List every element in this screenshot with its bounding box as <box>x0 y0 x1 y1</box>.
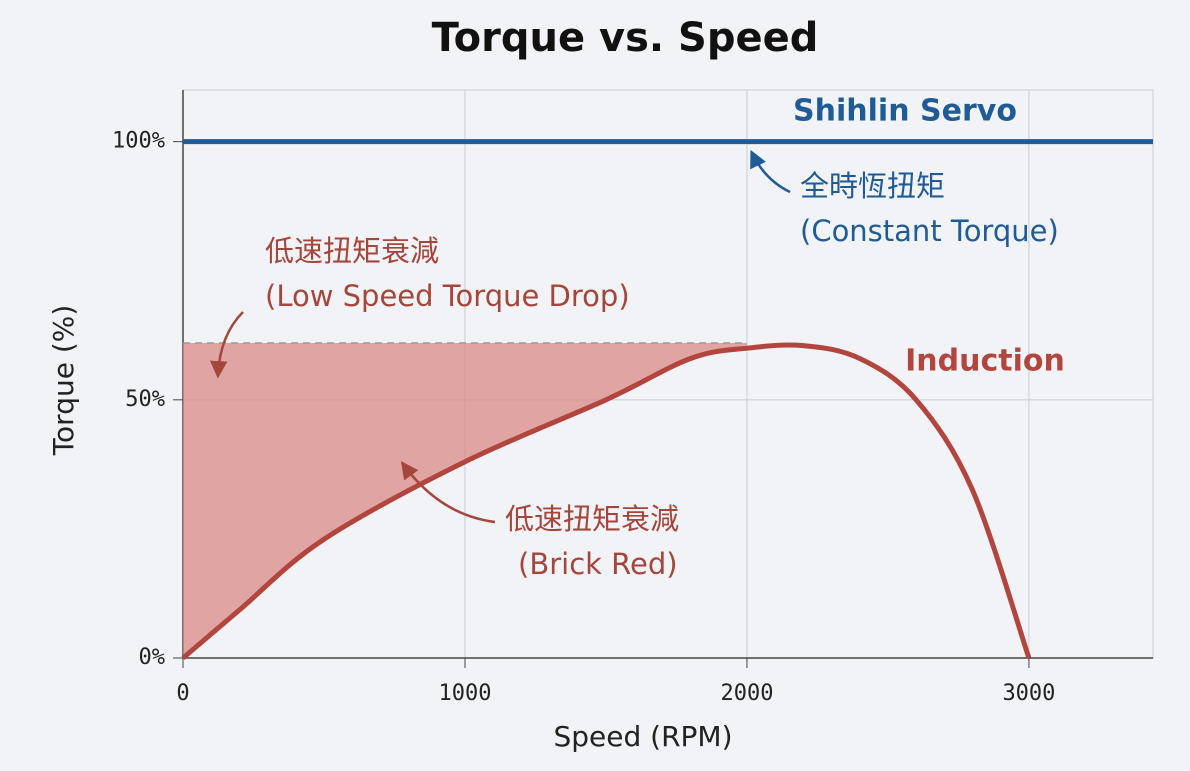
annotation-text: (Brick Red) <box>518 547 678 581</box>
y-tick-label: 100% <box>112 129 165 154</box>
annotation-text: (Low Speed Torque Drop) <box>265 279 630 313</box>
annotation-text: 全時恆扭矩 <box>800 169 945 203</box>
y-tick-label: 50% <box>125 387 165 412</box>
chart-title: Torque vs. Speed <box>432 15 819 61</box>
annotation-arrow <box>209 311 244 379</box>
x-tick-label: 1000 <box>438 681 491 706</box>
annotation-text: 低速扭矩衰減 <box>505 502 679 536</box>
shaded-area <box>183 343 747 658</box>
y-tick-label: 0% <box>139 645 166 670</box>
annotation-text: 低速扭矩衰減 <box>265 234 439 268</box>
series-label: Induction <box>905 344 1065 379</box>
y-axis-label: Torque (%) <box>47 305 80 457</box>
series-label: Shihlin Servo <box>793 94 1017 129</box>
x-tick-label: 0 <box>176 681 189 706</box>
x-tick-label: 3000 <box>1002 681 1055 706</box>
annotation-text: (Constant Torque) <box>800 214 1059 248</box>
annotation-arrow <box>400 461 496 524</box>
annotation-arrow <box>750 149 791 194</box>
series-line <box>181 342 1032 660</box>
x-tick-label: 2000 <box>720 681 773 706</box>
x-axis-label: Speed (RPM) <box>553 720 732 753</box>
